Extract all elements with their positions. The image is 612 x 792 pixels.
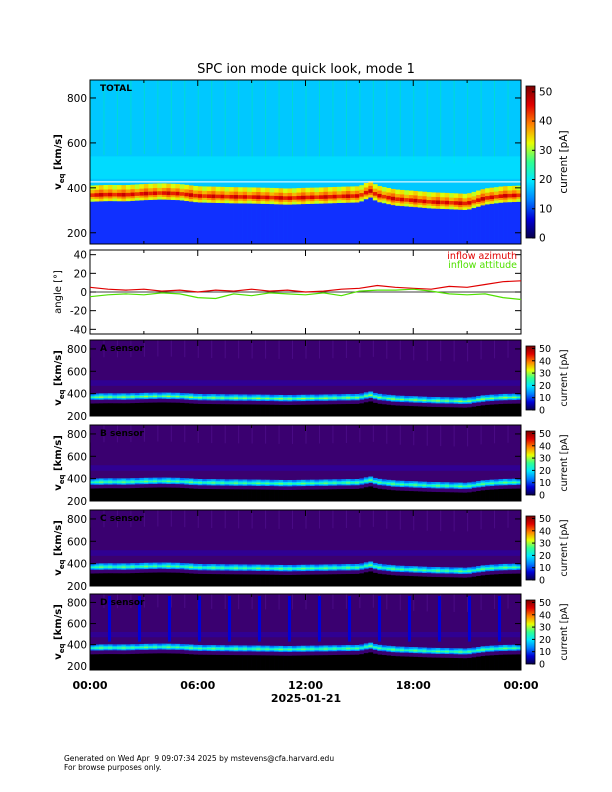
y-tick-label: 800 bbox=[67, 93, 87, 105]
angle-legend-entry-1: inflow attitude bbox=[448, 260, 517, 271]
colorbar-tick-label: 40 bbox=[539, 356, 551, 367]
x-tick-label: 12:00 bbox=[288, 679, 323, 692]
y-tick-label: 400 bbox=[67, 474, 87, 486]
angle-panel: 40 20 0 -20 -40 angle [°] inflow azimuthinflow… bbox=[53, 249, 522, 336]
colorbar-tick-label: 40 bbox=[539, 526, 551, 537]
heatmap-panel-d-sensor bbox=[90, 594, 522, 670]
colorbar-tick-label: 10 bbox=[539, 647, 551, 658]
y-tick-label: 600 bbox=[67, 138, 87, 150]
x-tick-label: 00:00 bbox=[503, 679, 538, 692]
colorbar-label-4: current [pA] bbox=[559, 603, 570, 660]
y-tick-label: 200 bbox=[67, 228, 87, 240]
y-axis-label-2: veq [km/s] bbox=[53, 435, 66, 491]
colorbar-label-1: current [pA] bbox=[559, 349, 570, 406]
y-axis-label-3: veq [km/s] bbox=[53, 520, 66, 576]
y-tick-label: 600 bbox=[67, 451, 87, 463]
colorbar-tick-label: 30 bbox=[539, 145, 552, 157]
panel-label-2: B sensor bbox=[100, 429, 144, 439]
panel-label-1: A sensor bbox=[100, 344, 145, 354]
footer-browse-note: For browse purposes only. bbox=[64, 763, 161, 772]
colorbar-tick-label: 0 bbox=[539, 233, 546, 245]
y-tick-label: 800 bbox=[67, 344, 87, 356]
y-tick-label: 600 bbox=[67, 536, 87, 548]
colorbar-tick-label: 20 bbox=[539, 381, 551, 392]
colorbar-tick-label: 30 bbox=[539, 454, 551, 465]
colorbar-tick-label: 10 bbox=[539, 563, 551, 574]
y-axis-label-0: veq [km/s] bbox=[53, 134, 66, 190]
angle-series-line-0 bbox=[89, 280, 522, 293]
angle-y-axis-label: angle [°] bbox=[53, 270, 64, 314]
colorbar-0 bbox=[525, 85, 536, 239]
y-tick-label: 800 bbox=[67, 597, 87, 609]
y-tick-label: 400 bbox=[67, 389, 87, 401]
panel-label-0: TOTAL bbox=[100, 84, 132, 94]
colorbar-tick-label: 40 bbox=[539, 610, 551, 621]
colorbar-tick-label: 40 bbox=[539, 441, 551, 452]
colorbar-label-0: current [pA] bbox=[558, 130, 570, 193]
angle-y-tick-label: 40 bbox=[74, 250, 87, 262]
colorbar-tick-label: 30 bbox=[539, 369, 551, 380]
panel-label-3: C sensor bbox=[100, 514, 144, 524]
colorbar-4 bbox=[525, 599, 536, 665]
colorbar-1 bbox=[525, 345, 536, 411]
heatmap-panel-c-sensor bbox=[90, 510, 522, 586]
heatmap-panel-a-sensor bbox=[90, 340, 522, 416]
footer-generated: Generated on Wed Apr 9 09:07:34 2025 by … bbox=[64, 754, 334, 763]
y-tick-label: 400 bbox=[67, 183, 87, 195]
colorbar-tick-label: 10 bbox=[539, 393, 551, 404]
x-tick-label: 18:00 bbox=[396, 679, 431, 692]
y-tick-label: 600 bbox=[67, 366, 87, 378]
angle-y-tick-label: -40 bbox=[70, 324, 87, 336]
y-tick-label: 200 bbox=[67, 496, 87, 508]
heatmap-panel-total bbox=[90, 80, 522, 244]
x-axis-date-label: 2025-01-21 bbox=[271, 692, 341, 705]
y-axis-label-4: veq [km/s] bbox=[53, 604, 66, 660]
angle-legend-entry-0: inflow azimuth bbox=[447, 251, 517, 262]
colorbar-label-3: current [pA] bbox=[559, 519, 570, 576]
colorbar-tick-label: 20 bbox=[539, 551, 551, 562]
colorbar-tick-label: 20 bbox=[539, 174, 552, 186]
y-tick-label: 800 bbox=[67, 429, 87, 441]
y-tick-label: 200 bbox=[67, 581, 87, 593]
colorbar-tick-label: 50 bbox=[539, 598, 551, 609]
colorbar-2 bbox=[525, 430, 536, 496]
colorbar-tick-label: 50 bbox=[539, 344, 551, 355]
colorbar-tick-label: 50 bbox=[539, 514, 551, 525]
colorbar-tick-label: 50 bbox=[539, 86, 552, 98]
colorbar-label-2: current [pA] bbox=[559, 434, 570, 491]
colorbar-tick-label: 10 bbox=[539, 203, 552, 215]
x-tick-label: 06:00 bbox=[180, 679, 215, 692]
colorbar-tick-label: 50 bbox=[539, 429, 551, 440]
colorbar-3 bbox=[525, 515, 536, 581]
y-tick-label: 400 bbox=[67, 559, 87, 571]
colorbar-tick-label: 0 bbox=[539, 491, 545, 502]
y-axis-label-1: veq [km/s] bbox=[53, 350, 66, 406]
colorbar-tick-label: 20 bbox=[539, 466, 551, 477]
heatmap-layer bbox=[90, 80, 522, 670]
y-tick-label: 200 bbox=[67, 661, 87, 673]
colorbar-tick-label: 20 bbox=[539, 635, 551, 646]
colorbar-tick-label: 40 bbox=[539, 116, 552, 128]
colorbar-tick-label: 30 bbox=[539, 539, 551, 550]
y-tick-label: 400 bbox=[67, 640, 87, 652]
y-tick-label: 200 bbox=[67, 411, 87, 423]
y-tick-label: 800 bbox=[67, 514, 87, 526]
colorbar-tick-label: 0 bbox=[539, 660, 545, 671]
angle-y-tick-label: 0 bbox=[80, 287, 87, 299]
y-tick-label: 600 bbox=[67, 619, 87, 631]
panel-label-4: D sensor bbox=[100, 598, 145, 608]
colorbar-tick-label: 0 bbox=[539, 406, 545, 417]
colorbar-tick-label: 0 bbox=[539, 576, 545, 587]
colorbar-tick-label: 30 bbox=[539, 623, 551, 634]
heatmap-panel-b-sensor bbox=[90, 425, 522, 501]
chart-title: SPC ion mode quick look, mode 1 bbox=[197, 62, 415, 77]
angle-y-tick-label: 20 bbox=[74, 268, 87, 280]
x-tick-label: 00:00 bbox=[72, 679, 107, 692]
angle-y-tick-label: -20 bbox=[70, 306, 87, 318]
angle-series-line-1 bbox=[89, 288, 522, 301]
colorbar-tick-label: 10 bbox=[539, 478, 551, 489]
